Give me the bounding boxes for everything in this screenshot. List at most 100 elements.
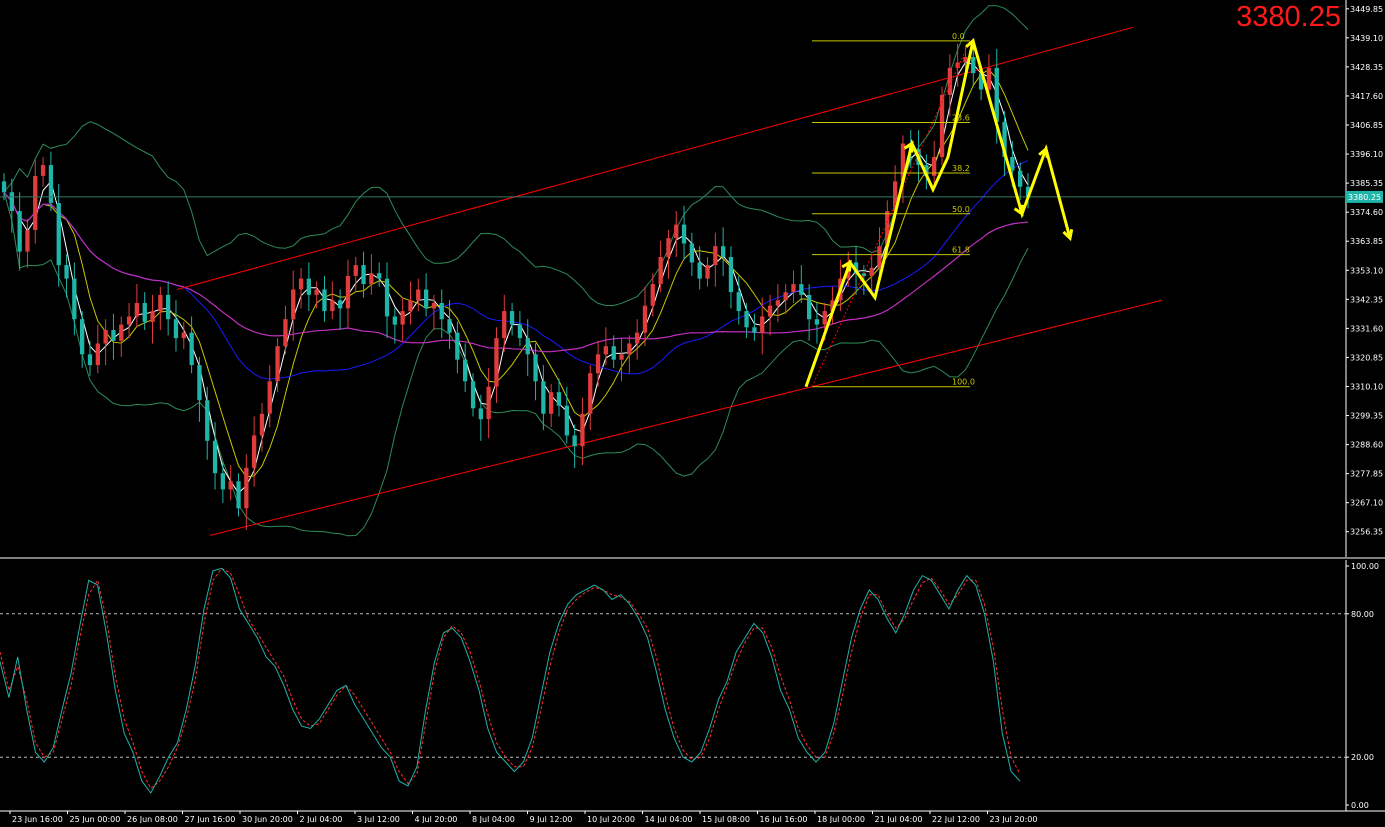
candle-body xyxy=(635,332,640,344)
fib-level-label: 61.8 xyxy=(952,246,970,255)
candle-body xyxy=(447,319,452,333)
time-tick-label: 26 Jun 08:00 xyxy=(127,815,178,823)
candle-body xyxy=(197,365,202,401)
candle-body xyxy=(627,343,632,355)
fib-level-label: 23.6 xyxy=(952,113,970,122)
candle-body xyxy=(314,289,319,295)
oscillator-tick-label: 100.00 xyxy=(1351,562,1379,571)
candle-body xyxy=(736,292,741,312)
price-tick-label: 3256.35 xyxy=(1350,528,1383,537)
candle-body xyxy=(611,346,616,360)
price-tick-label: 3277.85 xyxy=(1350,470,1383,479)
bollinger-lower xyxy=(3,192,1029,537)
projected-arrowhead xyxy=(1038,145,1049,159)
candle-body xyxy=(986,67,992,90)
candle-body xyxy=(424,289,429,309)
candle-body xyxy=(978,73,984,90)
candle-body xyxy=(877,246,882,268)
candle-body xyxy=(564,405,569,436)
candle-body xyxy=(431,303,437,309)
candle-body xyxy=(228,481,233,490)
candle-body xyxy=(932,157,937,176)
candle-body xyxy=(900,143,906,182)
candle-body xyxy=(556,392,562,406)
candle-body xyxy=(306,278,311,295)
time-tick-label: 23 Jun 16:00 xyxy=(12,815,63,823)
bollinger-upper xyxy=(3,5,1029,306)
candle-body xyxy=(947,67,952,95)
time-tick-label: 18 Jul 00:00 xyxy=(817,815,865,823)
time-tick-label: 25 Jun 00:00 xyxy=(70,815,121,823)
candle-body xyxy=(791,284,796,293)
candle-body xyxy=(25,230,30,252)
fib-level-label: 0.0 xyxy=(952,32,965,41)
projected-arrowhead xyxy=(903,140,914,153)
candle-body xyxy=(181,332,186,339)
candle-body xyxy=(728,257,734,293)
candle-body xyxy=(861,273,866,276)
candle-body xyxy=(486,386,491,420)
time-tick-label: 8 Jul 04:00 xyxy=(472,815,515,823)
candle-body xyxy=(807,294,812,320)
price-tick-label: 3288.60 xyxy=(1350,441,1383,450)
candle-body xyxy=(275,346,280,382)
time-tick-label: 27 Jun 16:00 xyxy=(185,815,236,823)
candle-body xyxy=(689,243,694,263)
projected-arrowhead xyxy=(1062,229,1074,242)
projected-arrowhead xyxy=(965,37,976,50)
price-tick-label: 3320.85 xyxy=(1350,353,1383,362)
candle-body xyxy=(119,324,124,341)
time-tick-label: 15 Jul 08:00 xyxy=(702,815,750,823)
candle-body xyxy=(658,257,663,284)
candle-body xyxy=(40,165,46,176)
candle-body xyxy=(799,284,804,295)
candle-body xyxy=(541,381,546,414)
candle-body xyxy=(814,319,820,325)
candle-body xyxy=(994,67,999,122)
oscillator-tick-label: 80.00 xyxy=(1351,610,1374,619)
candle-body xyxy=(924,165,929,176)
time-tick-label: 14 Jul 04:00 xyxy=(645,815,693,823)
candle-body xyxy=(392,316,397,325)
candle-body xyxy=(384,278,390,317)
current-price-label: 3380.25 xyxy=(1348,193,1381,202)
candle-body xyxy=(416,289,421,301)
candle-body xyxy=(650,284,655,306)
candle-body xyxy=(267,381,272,414)
ma-mid xyxy=(3,69,1029,478)
projected-arrowhead xyxy=(1013,204,1024,217)
candle-body xyxy=(478,408,483,420)
candle-body xyxy=(830,300,835,312)
price-tick-label: 3299.35 xyxy=(1350,412,1383,421)
candle-body xyxy=(955,62,960,68)
price-tick-label: 3353.10 xyxy=(1350,266,1383,275)
candle-body xyxy=(971,57,976,74)
price-tick-label: 3396.10 xyxy=(1350,150,1383,159)
candle-body xyxy=(549,392,554,414)
candle-body xyxy=(252,435,257,468)
candle-body xyxy=(697,262,702,279)
candle-body xyxy=(9,192,14,212)
stochastic-signal-line xyxy=(0,567,1021,790)
candle-body xyxy=(666,238,671,257)
ma-fast xyxy=(3,61,1029,494)
price-tick-label: 3363.85 xyxy=(1350,237,1383,246)
candle-body xyxy=(509,311,515,325)
candle-body xyxy=(853,262,859,274)
projected-arrowhead xyxy=(841,259,852,272)
projected-path xyxy=(804,40,1072,388)
price-tick-label: 3310.10 xyxy=(1350,382,1383,391)
time-tick-label: 9 Jul 12:00 xyxy=(530,815,573,823)
candle-body xyxy=(572,435,577,447)
candle-body xyxy=(455,332,460,360)
ma-slow-magenta xyxy=(3,191,1029,353)
fib-level-label: 38.2 xyxy=(952,164,970,173)
price-tick-label: 3374.60 xyxy=(1350,208,1383,217)
candle-body xyxy=(822,311,827,325)
time-tick-label: 30 Jun 20:00 xyxy=(242,815,293,823)
candle-body xyxy=(56,203,61,266)
candle-body xyxy=(517,324,523,339)
candle-body xyxy=(173,319,179,339)
